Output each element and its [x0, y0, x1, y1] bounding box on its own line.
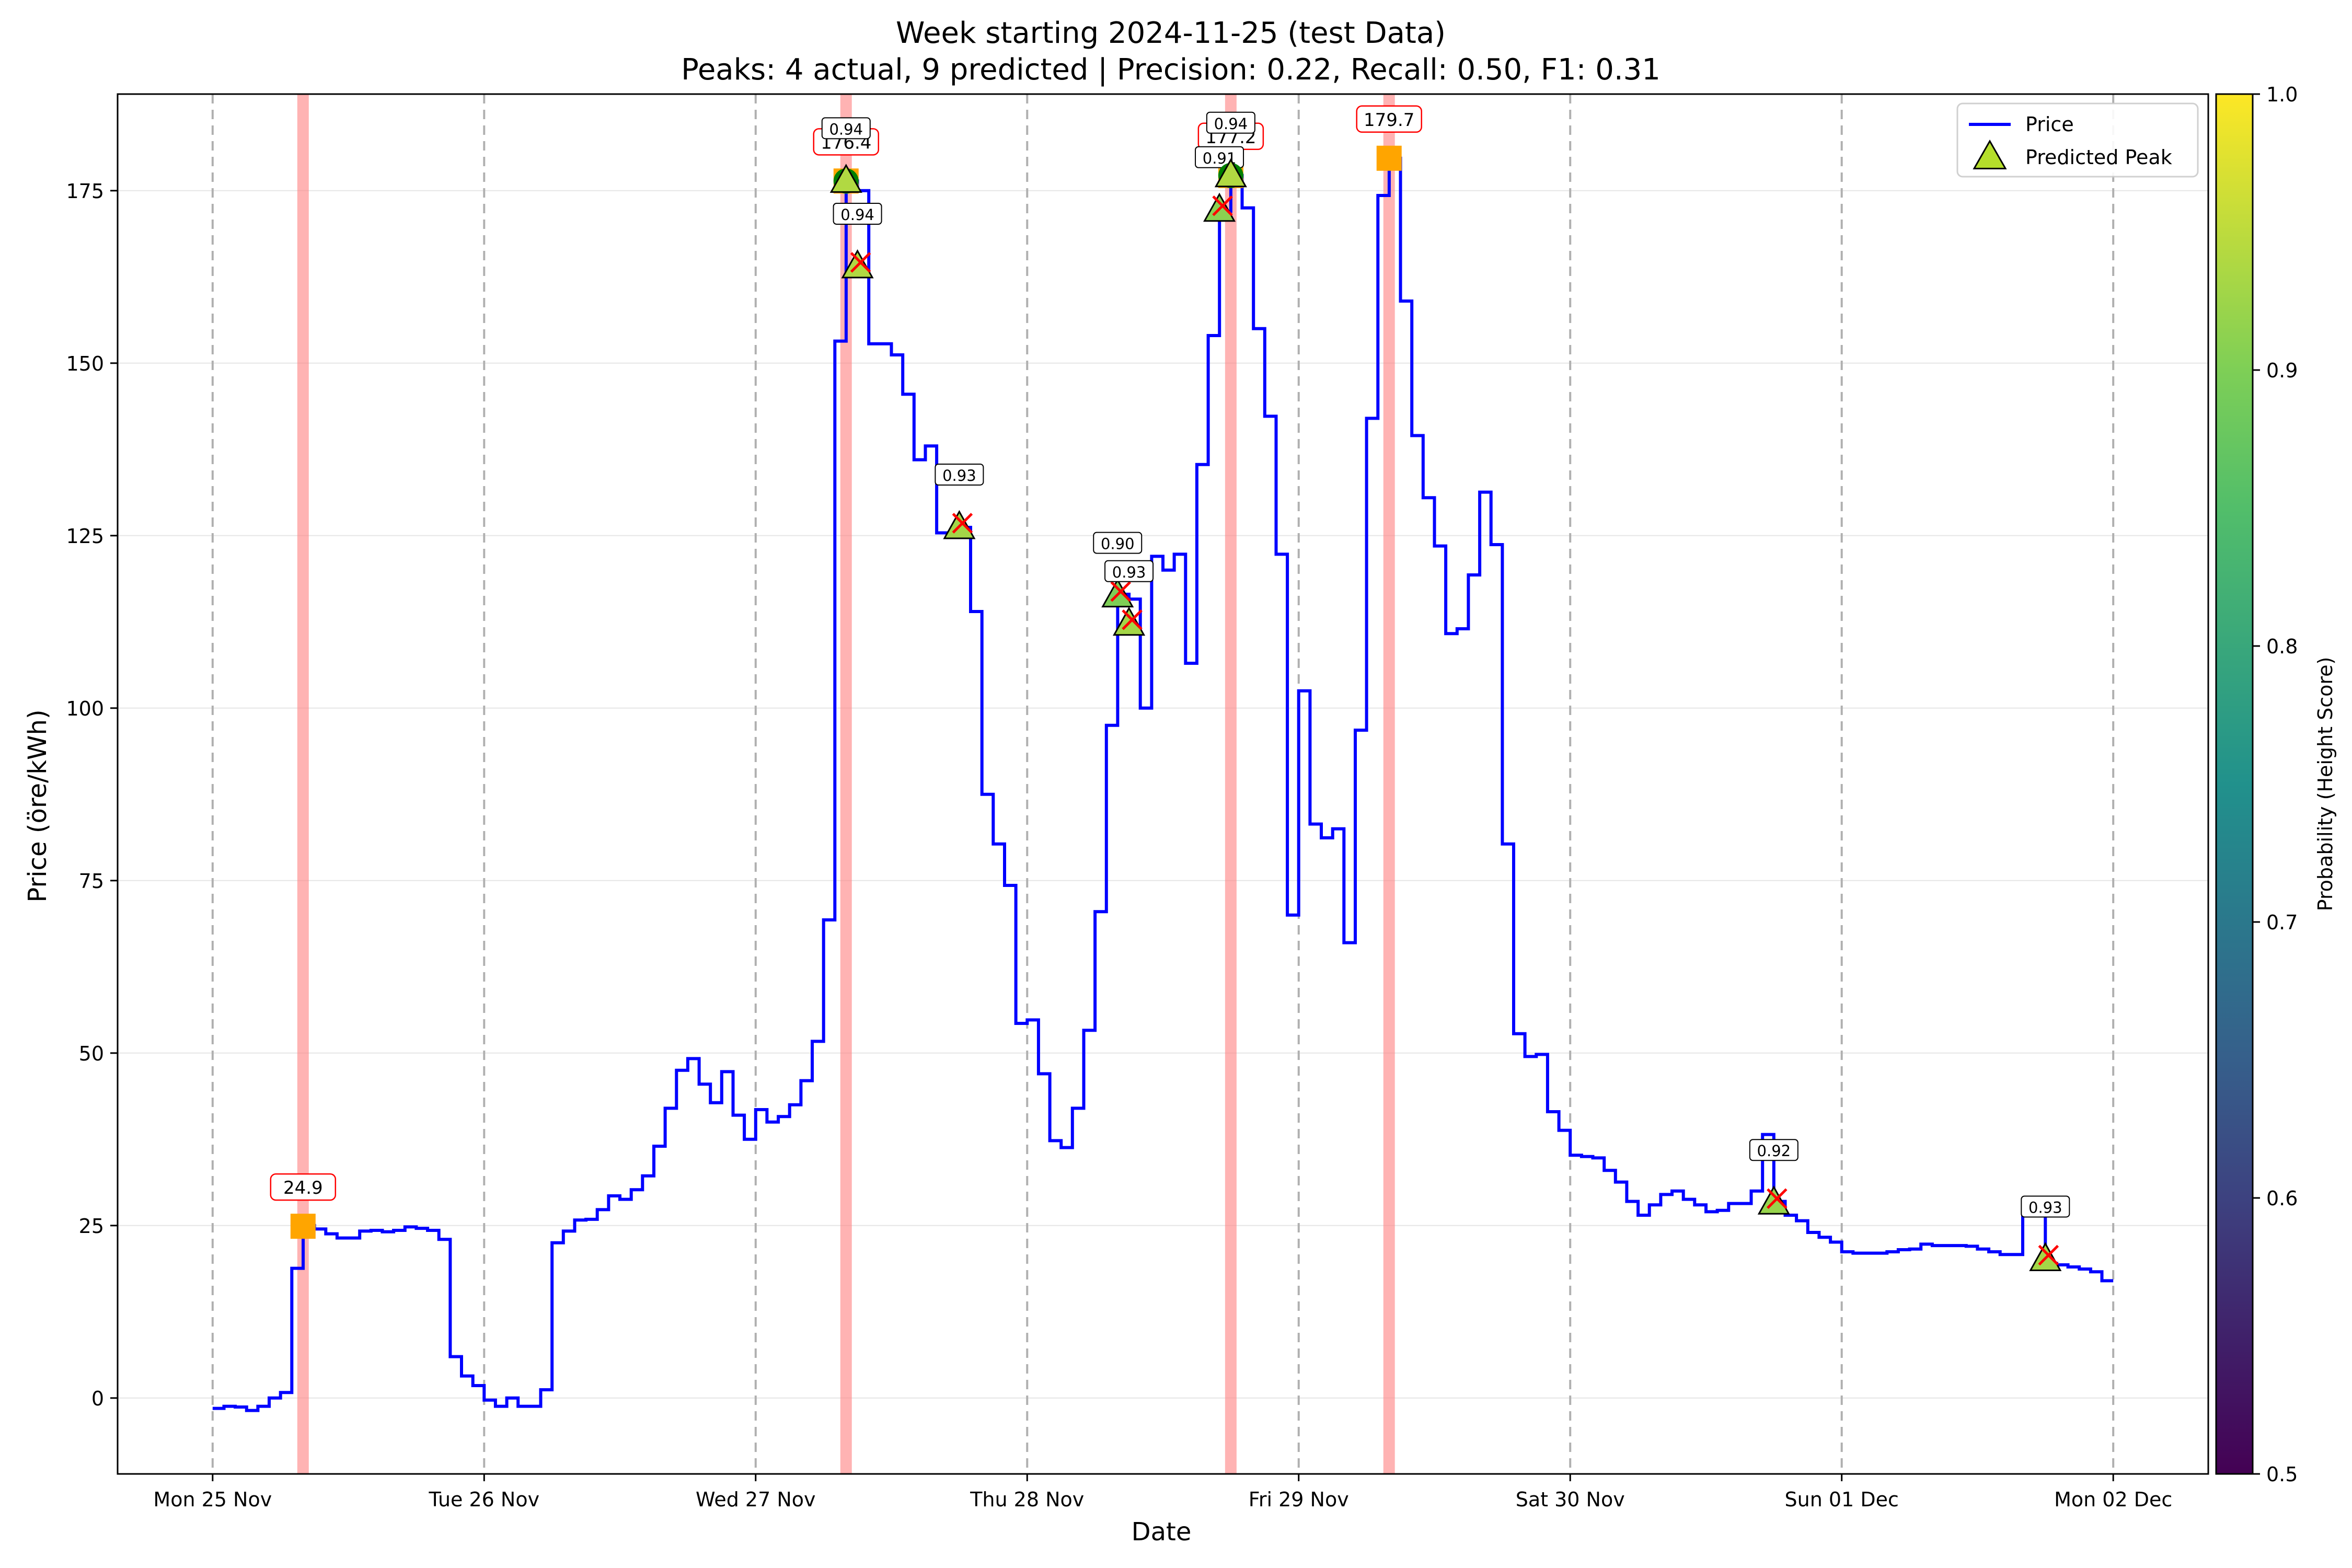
- probability-label-box: [1093, 532, 1143, 554]
- false-positive-cross: [1122, 609, 1143, 630]
- probability-label: 0.93: [1112, 563, 1146, 581]
- x-tick-label: Thu 28 Nov: [970, 1488, 1084, 1511]
- false-positive-cross: [1110, 581, 1132, 602]
- colorbar-tick-label: 0.6: [2266, 1187, 2298, 1210]
- x-tick-label: Wed 27 Nov: [696, 1488, 816, 1511]
- x-tick-label: Sat 30 Nov: [1516, 1488, 1625, 1511]
- actual-peak-marker: [1376, 145, 1402, 171]
- colorbar-tick-label: 0.8: [2266, 635, 2298, 658]
- x-tick-label: Sun 01 Dec: [1785, 1488, 1899, 1511]
- probability-label: 0.94: [1214, 115, 1248, 133]
- false-positive-cross: [2038, 1244, 2059, 1266]
- legend-box: [1956, 102, 2199, 178]
- probability-label-box: [821, 117, 871, 140]
- x-tick-label: Mon 02 Dec: [2054, 1488, 2172, 1511]
- colorbar-tick-label: 0.9: [2266, 359, 2298, 382]
- actual-peak-band: [840, 94, 852, 1474]
- y-tick-label: 25: [79, 1215, 104, 1238]
- probability-label: 0.93: [942, 467, 976, 485]
- false-positive-cross: [1767, 1188, 1788, 1209]
- colorbar: 0.5 0.6 0.7 0.8 0.9 1.0 Probability (Height Sc…: [2215, 83, 2337, 1486]
- probability-label-box: [1206, 111, 1255, 134]
- x-tick-label: Fri 29 Nov: [1249, 1488, 1349, 1511]
- actual-peak-band: [1383, 94, 1395, 1474]
- y-tick-label: 125: [66, 525, 104, 548]
- x-tick-label: Mon 25 Nov: [153, 1488, 272, 1511]
- probability-label-box: [2021, 1195, 2070, 1218]
- false-positive-cross: [850, 252, 871, 273]
- probability-label-box: [1749, 1139, 1798, 1161]
- actual-peak-marker: [290, 1214, 316, 1239]
- price-line: [212, 156, 2114, 1412]
- y-axis-label: Price (öre/kWh): [23, 709, 52, 902]
- y-tick-label: 175: [66, 180, 104, 203]
- probability-label-box: [833, 203, 882, 225]
- y-tick-label: 75: [79, 870, 104, 893]
- probability-label: 0.94: [829, 120, 863, 138]
- probability-label: 0.94: [840, 206, 874, 224]
- legend-predicted-swatch: [1973, 139, 2007, 169]
- chart-title: Week starting 2024-11-25 (test Data): [896, 16, 1446, 50]
- y-tick-label: 50: [79, 1042, 104, 1065]
- legend-label-price: Price: [2025, 113, 2074, 136]
- y-tick-label: 0: [91, 1387, 104, 1410]
- x-axis-label: Date: [1132, 1517, 1192, 1547]
- y-tick-label: 100: [66, 697, 104, 720]
- colorbar-gradient: [2215, 93, 2254, 1475]
- plot-frame: [117, 93, 2209, 1475]
- probability-label-box: [935, 463, 984, 486]
- colorbar-tick-label: 0.7: [2266, 911, 2298, 934]
- probability-label: 0.92: [1757, 1142, 1791, 1160]
- colorbar-tick-label: 1.0: [2266, 83, 2298, 106]
- predicted-peak-marker: [1214, 158, 1247, 188]
- legend: Price Predicted Peak: [1956, 102, 2199, 178]
- false-positive-cross: [1212, 195, 1233, 216]
- actual-peak-label-box: [1356, 105, 1422, 133]
- actual-peak-band: [1225, 94, 1237, 1474]
- probability-label: 0.90: [1101, 535, 1135, 553]
- x-tick-label: Tue 26 Nov: [429, 1488, 540, 1511]
- legend-label-predicted: Predicted Peak: [2025, 146, 2172, 169]
- colorbar-label: Probability (Height Score): [2314, 657, 2337, 912]
- predicted-peak-marker: [829, 164, 862, 193]
- actual-peak-label: 179.7: [1364, 110, 1414, 131]
- probability-label: 0.93: [2028, 1198, 2062, 1216]
- colorbar-tick-label: 0.5: [2266, 1463, 2298, 1486]
- false-positive-cross: [952, 513, 973, 534]
- chart-subtitle: Peaks: 4 actual, 9 predicted | Precision…: [681, 53, 1661, 87]
- actual-peak-band: [297, 94, 309, 1474]
- actual-peak-label: 24.9: [283, 1178, 323, 1198]
- actual-peak-label-box: [270, 1173, 337, 1201]
- y-tick-label: 150: [66, 352, 104, 375]
- probability-label-box: [1104, 560, 1154, 582]
